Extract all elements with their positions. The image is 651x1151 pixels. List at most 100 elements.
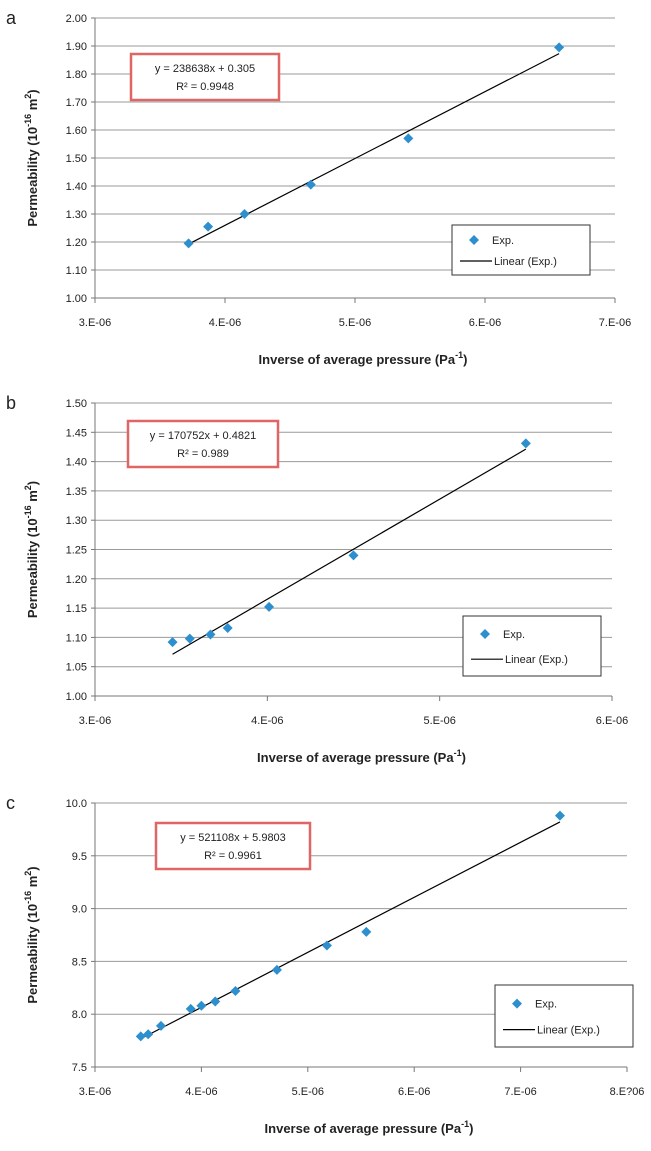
y-tick-label: 1.00 [66, 293, 87, 305]
y-tick-label: 1.30 [66, 209, 87, 221]
data-point [271, 964, 282, 975]
x-tick-label: 5.E-06 [339, 317, 371, 329]
data-point [205, 629, 216, 640]
data-point [222, 623, 233, 634]
x-tick-label: 5.E-06 [423, 715, 455, 727]
legend-label-exp: Exp. [503, 629, 525, 641]
x-tick-label: 3.E-06 [79, 715, 111, 727]
data-point [155, 1020, 166, 1031]
equation-box [154, 821, 312, 871]
panel-letter: a [6, 8, 17, 28]
data-point [264, 601, 275, 612]
data-point [203, 221, 214, 232]
chart-svg: b 1.00 1.05 1.10 1.15 1.20 1.25 1.30 1.35 1.40 1.4… [6, 393, 628, 765]
legend-marker [480, 629, 490, 639]
equation-box [129, 52, 281, 102]
data-point [239, 209, 250, 219]
y-tick-label: 8.0 [72, 1009, 87, 1021]
legend-marker [512, 998, 522, 1009]
legend-marker [469, 235, 479, 245]
x-axis-title: Inverse of average pressure (Pa-1) [257, 748, 466, 765]
y-tick-label: 1.20 [66, 237, 87, 249]
equation-text: y = 170752x + 0.4821 [150, 430, 256, 442]
x-tick-label: 6.E-06 [469, 317, 501, 329]
y-tick-label: 1.05 [66, 662, 87, 674]
data-point [403, 133, 414, 144]
y-tick-label: 7.5 [72, 1062, 87, 1074]
x-tick-label: 7.E-06 [599, 317, 631, 329]
r-squared-text: R² = 0.989 [177, 448, 229, 460]
y-axis-title: Permeability (10-16 m2) [23, 481, 40, 618]
trendline [172, 448, 527, 655]
x-axis-title: Inverse of average pressure (Pa-1) [259, 350, 468, 367]
data-point [167, 637, 178, 648]
data-point [305, 179, 316, 190]
x-tick-label: 4.E-06 [251, 715, 283, 727]
chart-panel-b: b 1.00 1.05 1.10 1.15 1.20 1.25 1.30 1.35 1.40 1.4… [0, 383, 651, 767]
data-point [143, 1029, 154, 1040]
r-squared-text: R² = 0.9961 [204, 850, 262, 862]
y-tick-label: 1.70 [66, 97, 87, 109]
y-tick-label: 1.00 [66, 691, 87, 703]
y-tick-label: 1.50 [66, 153, 87, 165]
data-point [554, 42, 565, 53]
y-tick-label: 2.00 [66, 13, 87, 25]
equation-box [126, 419, 280, 469]
y-tick-label: 1.10 [66, 265, 87, 277]
x-tick-label: 6.E-06 [398, 1086, 430, 1098]
y-tick-label: 1.25 [66, 545, 87, 557]
legend-label-exp: Exp. [535, 999, 557, 1011]
x-tick-label: 4.E-06 [209, 317, 241, 329]
y-tick-label: 1.10 [66, 632, 87, 644]
y-tick-label: 1.80 [66, 69, 87, 81]
r-squared-text: R² = 0.9948 [176, 81, 234, 93]
y-tick-label: 1.15 [66, 603, 87, 615]
data-point [361, 926, 372, 937]
x-tick-label: 3.E-06 [79, 317, 111, 329]
y-tick-label: 1.90 [66, 41, 87, 53]
y-tick-label: 9.0 [72, 904, 87, 916]
data-point [554, 810, 565, 821]
legend-label-linear: Linear (Exp.) [494, 256, 557, 268]
y-tick-label: 1.45 [66, 427, 87, 439]
x-axis-title: Inverse of average pressure (Pa-1) [265, 1119, 474, 1136]
data-point [348, 550, 359, 561]
legend-box [494, 984, 634, 1048]
equation-text: y = 238638x + 0.305 [155, 63, 255, 75]
chart-panel-c: c 7.5 8.0 8.5 9.0 9.5 10.0 3.E-06 4.E-06 5.E-06 6.… [0, 767, 651, 1151]
y-axis-title: Permeability (10-16 m2) [23, 866, 40, 1003]
y-tick-label: 1.20 [66, 574, 87, 586]
y-tick-label: 1.60 [66, 125, 87, 137]
x-tick-label: 8.E?06 [610, 1086, 645, 1098]
x-tick-label: 6.E-06 [596, 715, 628, 727]
data-point [520, 438, 531, 449]
y-tick-label: 8.5 [72, 956, 87, 968]
y-tick-label: 1.40 [66, 181, 87, 193]
x-tick-label: 4.E-06 [185, 1086, 217, 1098]
trendline [140, 821, 561, 1040]
equation-text: y = 521108x + 5.9803 [180, 832, 286, 844]
data-point [196, 1000, 207, 1011]
legend-label-linear: Linear (Exp.) [505, 654, 568, 666]
chart-svg: c 7.5 8.0 8.5 9.0 9.5 10.0 3.E-06 4.E-06 5.E-06 6.… [6, 793, 645, 1136]
y-tick-label: 1.40 [66, 457, 87, 469]
y-axis-title: Permeability (10-16 m2) [23, 89, 40, 226]
panel-letter: c [6, 793, 15, 813]
data-point [210, 996, 221, 1007]
data-point [184, 633, 195, 644]
x-tick-label: 5.E-06 [292, 1086, 324, 1098]
chart-panel-a: a 1.00 1.10 1.20 1.30 1.40 1.50 1.60 1.70 1.80 1.9… [0, 0, 651, 383]
data-point [185, 1003, 196, 1014]
legend-label-linear: Linear (Exp.) [537, 1025, 600, 1037]
x-tick-label: 7.E-06 [504, 1086, 536, 1098]
y-tick-label: 1.30 [66, 515, 87, 527]
legend-label-exp: Exp. [492, 235, 514, 247]
y-tick-label: 1.50 [66, 398, 87, 410]
trendline [188, 53, 560, 245]
x-tick-label: 3.E-06 [79, 1086, 111, 1098]
data-point [321, 940, 332, 951]
panel-letter: b [6, 393, 16, 413]
data-point [135, 1031, 146, 1042]
y-tick-label: 10.0 [66, 798, 87, 810]
chart-svg: a 1.00 1.10 1.20 1.30 1.40 1.50 1.60 1.70 1.80 1.9… [6, 8, 631, 367]
